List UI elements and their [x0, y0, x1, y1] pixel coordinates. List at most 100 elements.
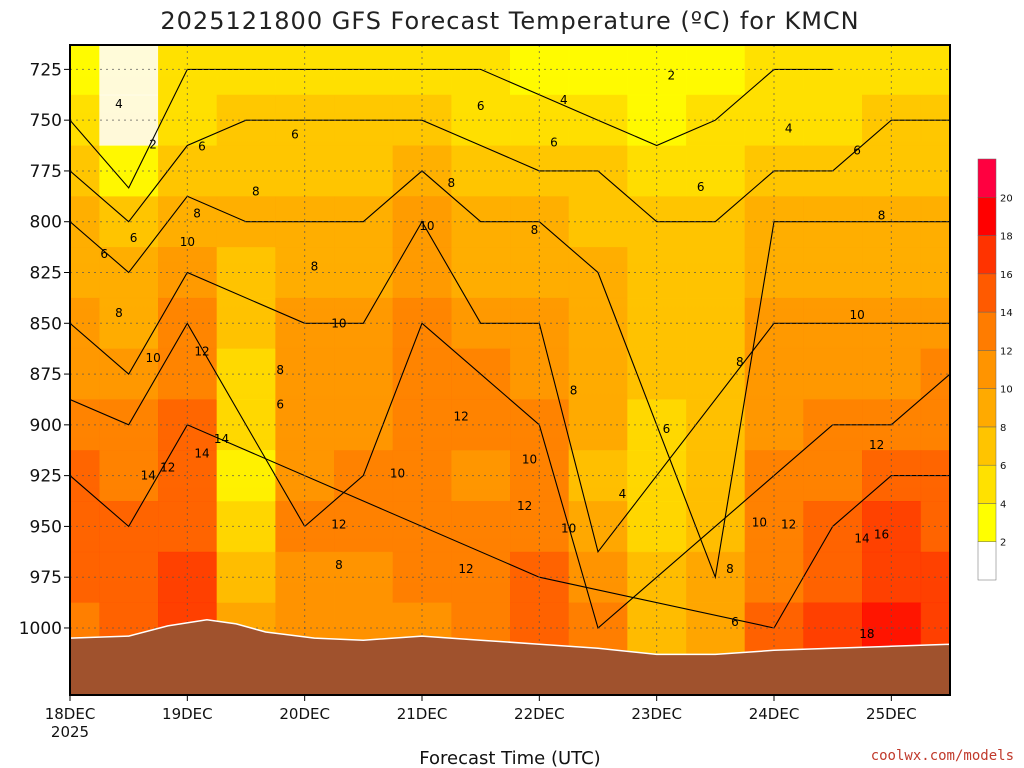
colorbar-swatch: [977, 503, 997, 542]
temperature-cell: [334, 247, 394, 299]
y-tick-label: 800: [30, 213, 62, 233]
contour-label: 6: [198, 140, 206, 154]
contour-label: 6: [276, 398, 284, 412]
contour-label: 2: [668, 68, 676, 82]
y-tick-label: 750: [30, 111, 62, 131]
contour-label: 6: [130, 231, 138, 245]
y-tick-label: 875: [30, 365, 62, 385]
temperature-cell: [744, 94, 804, 147]
contour-label: 8: [448, 176, 456, 190]
colorbar-swatch: [977, 158, 997, 198]
contour-label: 6: [550, 136, 558, 150]
temperature-cell: [451, 45, 511, 96]
contour-label: 8: [252, 184, 260, 198]
contour-label: 8: [736, 355, 744, 369]
colorbar-label: 4: [1000, 499, 1006, 510]
temperature-cell: [334, 348, 394, 400]
contour-label: 10: [180, 235, 195, 249]
y-tick-label: 925: [30, 467, 62, 487]
colorbar-swatch: [977, 388, 997, 428]
colorbar-swatch: [977, 311, 997, 351]
contour-label: 6: [291, 127, 299, 141]
temperature-cell: [686, 45, 746, 96]
colorbar: 2 4 6 8 10 12 14 16 18 20: [977, 158, 1013, 581]
x-tick-label: 25DEC: [866, 705, 917, 723]
colorbar-label: 8: [1000, 423, 1006, 434]
contour-label: 16: [874, 528, 889, 542]
contour-label: 12: [453, 410, 468, 424]
isotherm-line: [70, 170, 950, 580]
colorbar-label: 20: [1000, 193, 1013, 204]
colorbar-label: 18: [1000, 232, 1013, 243]
colorbar-label: 16: [1000, 270, 1013, 281]
temperature-cell: [744, 348, 804, 400]
plot-frame: [69, 44, 951, 696]
contour-label: 10: [561, 521, 576, 535]
colorbar-swatch: [977, 273, 997, 313]
x-tick-label: 24DEC: [749, 705, 800, 723]
contour-label: 8: [311, 259, 319, 273]
temperature-cell: [334, 45, 394, 96]
temperature-cell: [216, 348, 276, 400]
contour-label: 10: [849, 308, 864, 322]
contour-label: 8: [193, 207, 201, 221]
temperature-cell: [334, 145, 394, 197]
contour-label: 4: [115, 97, 123, 111]
contour-label: 12: [517, 499, 532, 513]
colorbar-swatch: [977, 464, 997, 504]
contour-label: 10: [145, 351, 160, 365]
contour-label: 14: [854, 532, 869, 546]
x-tick-label: 18DEC: [45, 705, 96, 723]
temperature-cell: [216, 297, 276, 350]
contour-label: 12: [160, 461, 175, 475]
colorbar-swatch: [977, 426, 997, 466]
contour-label: 6: [663, 422, 671, 436]
contour-label: 8: [531, 223, 539, 237]
contour-label: 8: [570, 383, 578, 397]
isotherm-line: [70, 424, 950, 629]
x-tick-label: 23DEC: [631, 705, 682, 723]
contour-label: 4: [619, 487, 627, 501]
temperature-cell: [744, 551, 804, 604]
contour-label: 4: [785, 121, 793, 135]
contour-label: 6: [697, 180, 705, 194]
y-tick-label: 1000: [19, 619, 62, 639]
temperature-cell: [862, 551, 922, 604]
temperature-cell: [216, 145, 276, 197]
x-tick-label: 20DEC: [279, 705, 330, 723]
temperature-cell: [216, 450, 276, 502]
contour-label: 2: [149, 138, 157, 152]
temperature-cell: [334, 399, 394, 451]
terrain-surface: [70, 619, 950, 695]
temperature-cell: [862, 348, 922, 400]
contour-label: 10: [331, 316, 346, 330]
contour-label: 12: [869, 438, 884, 452]
contour-label: 8: [276, 363, 284, 377]
x-axis-label: Forecast Time (UTC): [419, 748, 600, 768]
x-tick-label: 21DEC: [397, 705, 448, 723]
contour-label: 10: [390, 467, 405, 481]
temperature-cell: [216, 45, 276, 96]
contour-label: 6: [100, 247, 108, 261]
contour-label: 8: [335, 558, 343, 572]
y-tick-label: 725: [30, 60, 62, 80]
y-tick-label: 850: [30, 314, 62, 334]
contour-label: 12: [781, 517, 796, 531]
contour-label: 8: [878, 209, 886, 223]
y-tick-label: 975: [30, 568, 62, 588]
colorbar-label: 12: [1000, 346, 1013, 357]
temperature-cell: [744, 247, 804, 299]
contour-label: 12: [458, 562, 473, 576]
colorbar-swatch: [977, 235, 997, 275]
colorbar-label: 14: [1000, 308, 1013, 319]
plot-area: 2 2 4 4 4 4 6 6 6 6 6 6 6 6 6 6 6 8 8 8 8 8 8 8 8 8 8 8 8 10 10 10 10 10 1…: [70, 45, 950, 695]
colorbar-label: 6: [1000, 461, 1006, 472]
chart-title: 2025121800 GFS Forecast Temperature (ºC)…: [160, 7, 859, 35]
colorbar-swatch: [977, 350, 997, 389]
temperature-cell: [803, 45, 863, 96]
temperature-cell: [216, 501, 276, 553]
temperature-cell: [334, 551, 394, 604]
contour-label: 14: [194, 446, 209, 460]
colorbar-label: 2: [1000, 538, 1006, 549]
